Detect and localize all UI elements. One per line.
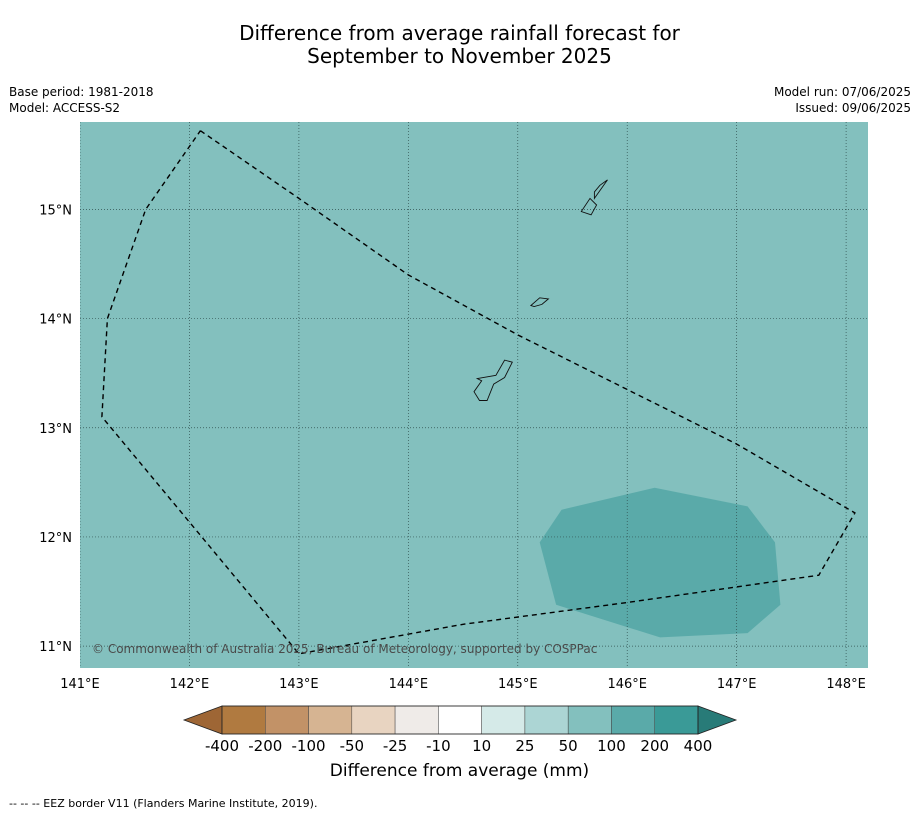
- colorbar-segment: [265, 705, 309, 735]
- lon-tick-label: 147°E: [717, 677, 757, 692]
- colorbar-tick-label: 400: [684, 737, 713, 755]
- colorbar-tick-label: 25: [515, 737, 534, 755]
- anomaly-region: [539, 487, 781, 638]
- island-outline: [529, 297, 550, 307]
- base-period-text: Base period: 1981-2018: [9, 85, 154, 99]
- colorbar-segment: [481, 705, 526, 735]
- island-outline: [593, 179, 608, 200]
- lat-tick-label: 11°N: [39, 640, 72, 655]
- title-line-2: September to November 2025: [307, 44, 612, 68]
- lat-tick-label: 12°N: [39, 531, 72, 546]
- colorbar-segment: [654, 705, 699, 735]
- colorbar-segment: [438, 705, 482, 735]
- colorbar-tick-label: -25: [383, 737, 408, 755]
- colorbar-segment: [567, 705, 612, 735]
- model-run-text: Model run: 07/06/2025: [773, 85, 911, 99]
- colorbar-segment: [351, 705, 396, 735]
- lon-tick-label: 141°E: [60, 677, 100, 692]
- chart-title: Difference from average rainfall forecas…: [0, 22, 919, 68]
- lon-tick-label: 143°E: [279, 677, 319, 692]
- colorbar-tick-label: -200: [248, 737, 282, 755]
- colorbar-segment: [524, 705, 569, 735]
- island-outline: [580, 197, 598, 216]
- colorbar-tick-label: 100: [597, 737, 626, 755]
- lat-tick-label: 13°N: [39, 422, 72, 437]
- colorbar-tick-label: -50: [340, 737, 365, 755]
- meta-left: Base period: 1981-2018 Model: ACCESS-S2: [9, 84, 154, 116]
- lon-tick-label: 146°E: [607, 677, 647, 692]
- lon-tick-label: 142°E: [170, 677, 210, 692]
- colorbar-tick-label: 10: [472, 737, 491, 755]
- meta-right: Model run: 07/06/2025 Issued: 09/06/2025: [774, 84, 911, 116]
- colorbar-extend-low: [182, 705, 223, 735]
- copyright-text: © Commonwealth of Australia 2025, Bureau…: [92, 642, 597, 656]
- colorbar-tick-label: -10: [426, 737, 451, 755]
- colorbar-segment: [611, 705, 655, 735]
- model-text: Model: ACCESS-S2: [9, 101, 121, 115]
- colorbar-tick-label: -400: [205, 737, 239, 755]
- colorbar-tick-label: 50: [559, 737, 578, 755]
- island-outline: [473, 359, 513, 401]
- axis-ticks: 141°E 142°E 143°E 144°E 145°E 146°E 147°E 148°E…: [39, 203, 866, 692]
- colorbar-title: Difference from average (mm): [329, 761, 590, 781]
- lon-tick-label: 145°E: [498, 677, 538, 692]
- eez-border: [101, 130, 856, 655]
- colorbar-segment: [221, 705, 266, 735]
- colorbar-frame: [221, 705, 699, 735]
- map-content: © Commonwealth of Australia 2025, Bureau…: [80, 122, 868, 668]
- lat-tick-label: 14°N: [39, 313, 72, 328]
- colorbar-tick-label: 200: [640, 737, 669, 755]
- colorbar-tick-label: -100: [292, 737, 326, 755]
- colorbar-segment: [308, 705, 353, 735]
- map-plot-area: © Commonwealth of Australia 2025, Bureau…: [80, 122, 868, 668]
- issued-text: Issued: 09/06/2025: [795, 101, 911, 115]
- title-line-1: Difference from average rainfall forecas…: [239, 21, 680, 45]
- colorbar-segment: [394, 705, 439, 735]
- lon-tick-label: 144°E: [389, 677, 429, 692]
- lon-tick-label: 148°E: [826, 677, 866, 692]
- colorbar: -400 -200 -100 -50 -25 -10 10 25 50 100 200 400: [182, 705, 738, 755]
- eez-footnote: -- -- -- EEZ border V11 (Flanders Marine…: [9, 797, 318, 810]
- colorbar-extend-high: [697, 705, 738, 735]
- lat-tick-label: 15°N: [39, 203, 72, 218]
